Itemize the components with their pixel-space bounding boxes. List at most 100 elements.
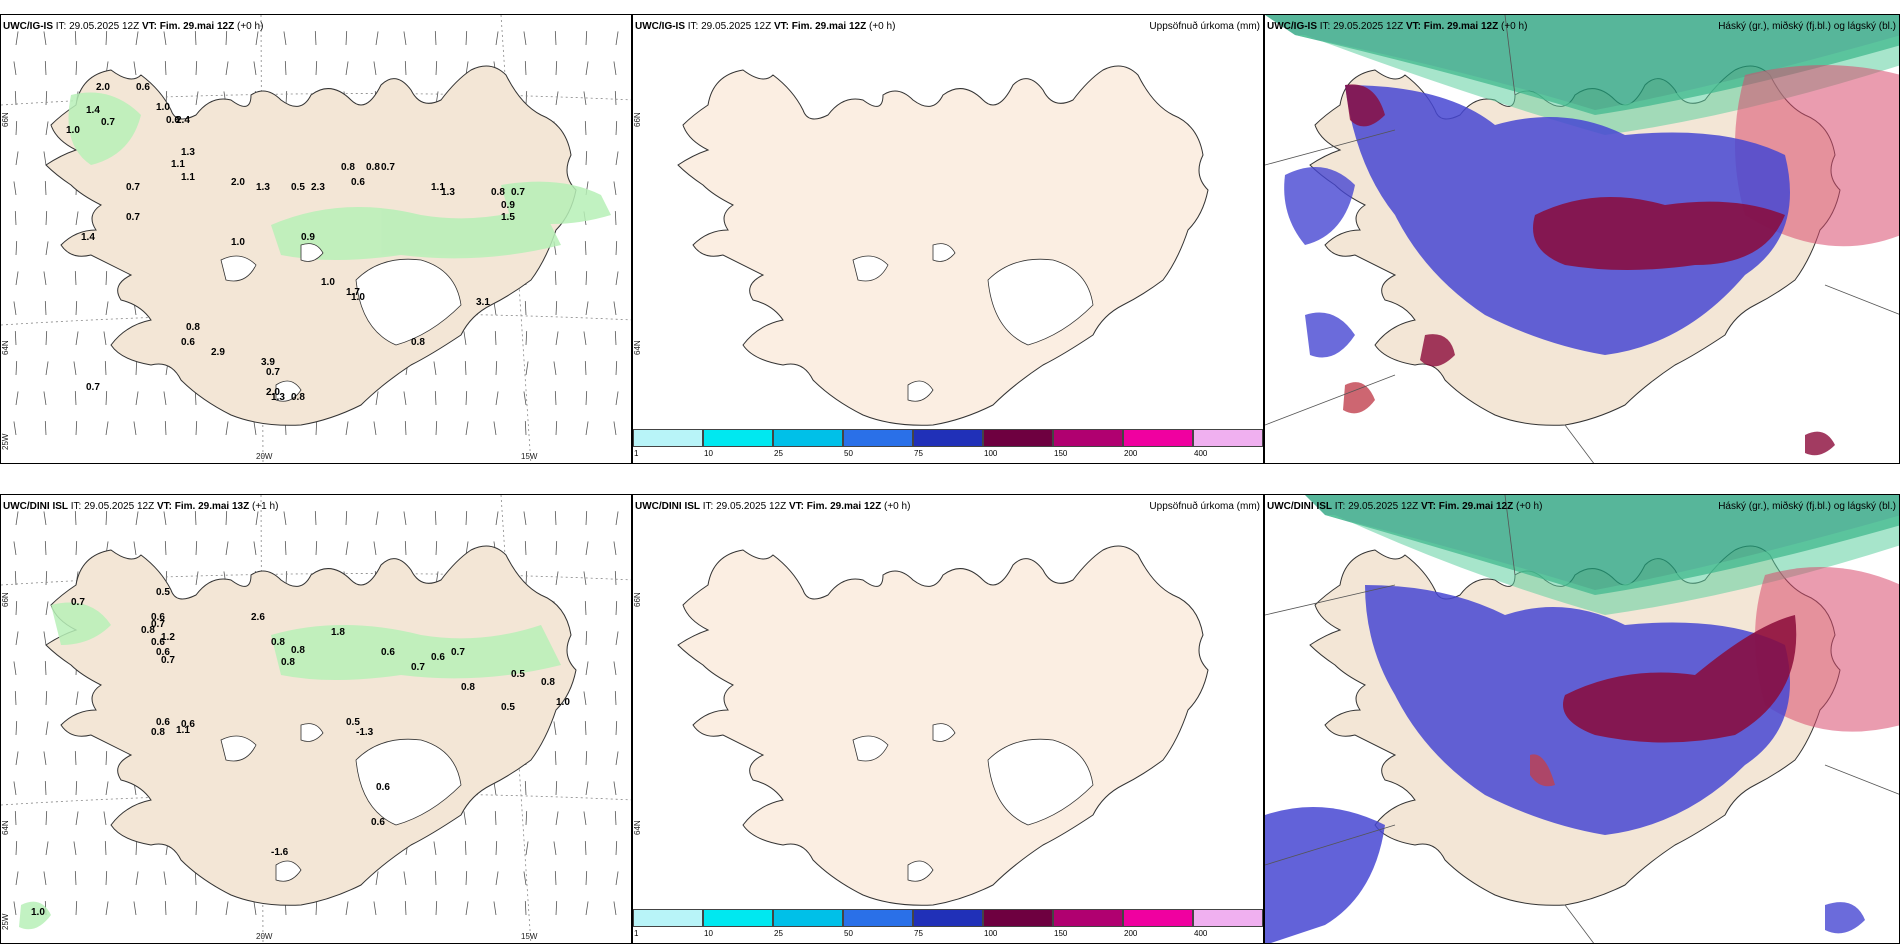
panel-right-title: Háský (gr.), miðský (fj.bl.) og lágský (…: [1718, 501, 1896, 512]
wind-barb: [15, 391, 19, 406]
value-labels: 0.70.50.60.70.81.20.60.60.72.60.80.81.80…: [31, 587, 570, 918]
value-label: 0.6: [156, 647, 170, 658]
value-label: 1.0: [66, 125, 80, 136]
wind-barb: [133, 901, 137, 916]
wind-barb: [44, 181, 47, 196]
colorbar-tick: 25: [774, 929, 783, 938]
colorbar-swatch: [1193, 429, 1263, 447]
map-canvas: [1265, 495, 1899, 943]
colorbar-tick: 100: [984, 929, 998, 938]
wind-barb: [133, 421, 137, 436]
wind-barb: [613, 901, 617, 916]
colorbar-swatch: [1053, 429, 1123, 447]
wind-barb: [315, 901, 318, 916]
wind-barb: [75, 901, 78, 916]
wind-barb: [555, 331, 559, 346]
wind-barb: [74, 391, 77, 406]
value-label: 1.0: [321, 277, 335, 288]
grid-label-15w: 15W: [521, 932, 538, 941]
colorbar-tick: 25: [774, 449, 783, 458]
wind-barb: [45, 571, 48, 586]
wind-barb: [585, 271, 588, 286]
value-label: 0.7: [101, 117, 115, 128]
wind-barb: [554, 511, 557, 526]
wind-barb: [163, 511, 167, 526]
wind-barb: [555, 421, 558, 436]
value-label: -1.3: [356, 727, 374, 738]
wind-barb: [14, 811, 17, 826]
value-label: 1.2: [161, 632, 175, 643]
wind-barb: [74, 271, 77, 286]
wind-barb: [104, 361, 107, 376]
glaciers: [220, 723, 462, 882]
wind-barb: [44, 421, 47, 436]
colorbar-swatch: [1053, 909, 1123, 927]
wind-barb: [585, 421, 589, 436]
wind-barb: [14, 211, 17, 226]
colorbar-tick: 200: [1124, 929, 1138, 938]
wind-barb: [585, 31, 588, 46]
value-label: 0.9: [501, 200, 515, 211]
wind-barb: [135, 871, 139, 886]
wind-barb: [45, 121, 49, 136]
wind-barb: [615, 391, 619, 406]
wind-barb: [75, 421, 78, 436]
wind-barb: [135, 511, 139, 526]
value-label: 1.0: [31, 907, 45, 918]
wind-barb: [195, 91, 199, 106]
value-label: 0.6: [136, 82, 150, 93]
value-label: 2.0: [96, 82, 110, 93]
wind-barb: [105, 871, 108, 886]
wind-barb: [524, 541, 527, 556]
panel-title: UWC/IG-IS IT: 29.05.2025 12Z VT: Fim. 29…: [1267, 21, 1528, 32]
wind-barb: [253, 901, 257, 916]
value-label: 1.1: [431, 182, 445, 193]
wind-barb: [613, 541, 617, 556]
wind-barb: [373, 421, 377, 436]
panel-title: UWC/DINI ISL IT: 29.05.2025 12Z VT: Fim.…: [1267, 501, 1543, 512]
panel-title: UWC/IG-IS IT: 29.05.2025 12Z VT: Fim. 29…: [635, 21, 896, 32]
wind-barb: [434, 871, 437, 886]
wind-barb: [104, 841, 107, 856]
wind-barb: [13, 421, 17, 436]
wind-barb: [524, 781, 527, 796]
wind-barb: [615, 601, 618, 616]
grid-label-64n: 64N: [633, 340, 642, 355]
colorbar-swatch: [633, 909, 703, 927]
wind-barb: [433, 361, 437, 376]
wind-barb: [615, 841, 618, 856]
wind-barb: [555, 811, 559, 826]
value-label: 0.7: [381, 162, 395, 173]
cloud-layers: [1265, 15, 1899, 456]
wind-barb: [44, 661, 47, 676]
value-label: 0.5: [156, 587, 170, 598]
value-label: 0.6: [376, 782, 390, 793]
wind-barb: [15, 871, 19, 886]
wind-barb: [44, 61, 47, 76]
map-canvas: 2.0 0.61.00.71.00.61.42.41.31.11.10.7 2.0 1…: [1, 15, 631, 463]
wind-barb: [195, 901, 198, 916]
wind-barb: [555, 61, 558, 76]
wind-barb: [434, 31, 437, 46]
wind-barb: [615, 511, 619, 526]
wind-barb: [493, 421, 497, 436]
wind-barb: [194, 511, 197, 526]
wind-barb: [585, 631, 588, 646]
wind-barb: [74, 751, 77, 766]
wind-barb: [435, 421, 438, 436]
wind-barb: [525, 571, 528, 586]
wind-barb: [613, 61, 617, 76]
colorbar-swatch: [843, 909, 913, 927]
wind-barb: [15, 601, 18, 616]
value-label: 0.5: [511, 669, 525, 680]
value-label: 1.0: [156, 102, 170, 113]
wind-barb: [43, 871, 47, 886]
panel-top-right: UWC/IG-IS IT: 29.05.2025 12Z VT: Fim. 29…: [1264, 14, 1900, 464]
grid-label-64n: 64N: [1, 340, 10, 355]
value-label: 1.1: [171, 159, 185, 170]
wind-barb: [434, 391, 437, 406]
colorbar-swatch: [983, 429, 1053, 447]
wind-barb: [554, 271, 557, 286]
value-label: 0.6: [351, 177, 365, 188]
glaciers: [852, 723, 1094, 882]
